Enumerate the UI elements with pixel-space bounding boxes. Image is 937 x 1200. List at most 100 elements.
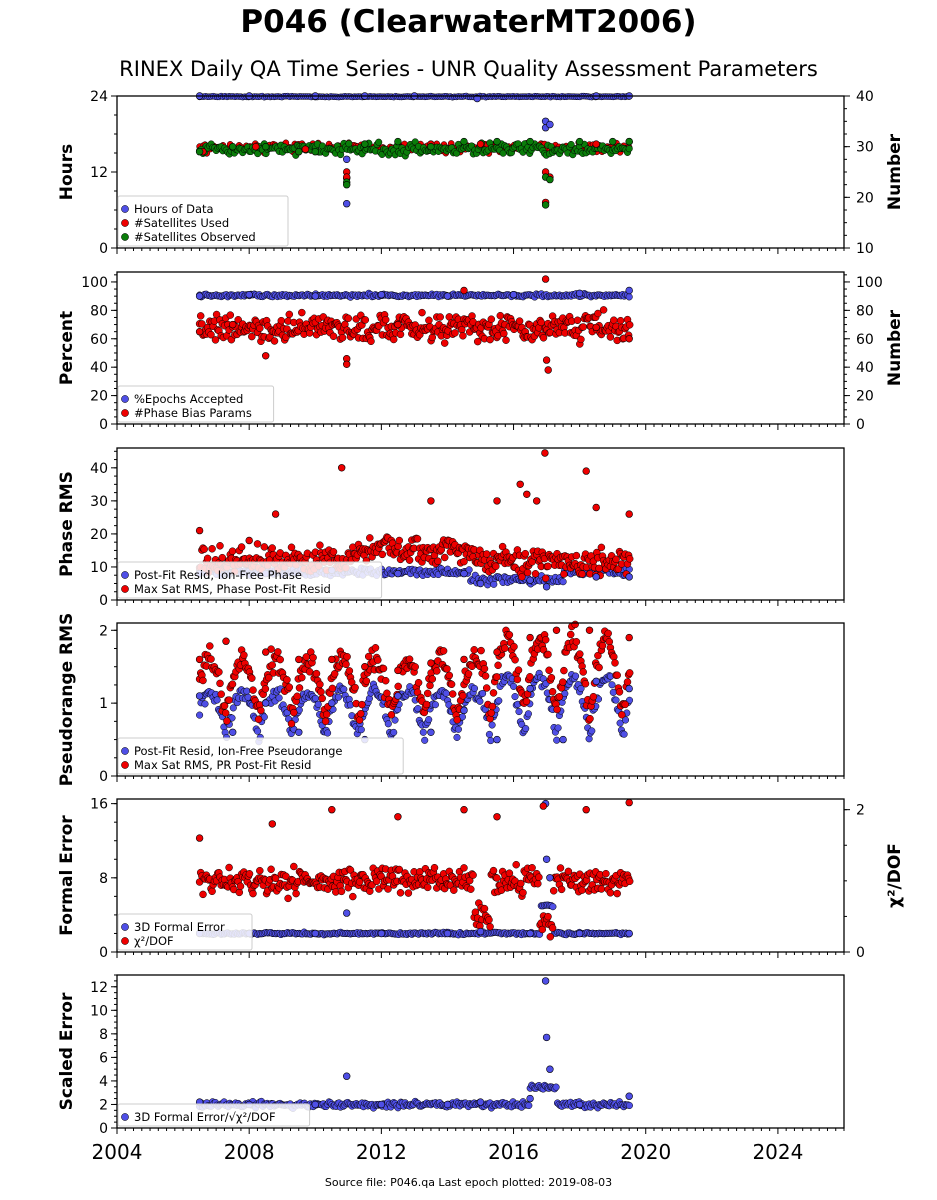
- data-point: [625, 510, 633, 518]
- data-point: [592, 573, 600, 581]
- data-point: [541, 449, 549, 457]
- dense-point: [404, 889, 413, 897]
- dense-point: [362, 677, 371, 685]
- dense-point: [493, 673, 501, 681]
- y-tick-label: 4: [99, 1074, 108, 1090]
- y-axis-label: Scaled Error: [57, 992, 77, 1110]
- dense-point: [495, 697, 503, 705]
- data-point: [377, 1100, 386, 1109]
- dense-point: [547, 673, 556, 682]
- dense-point: [589, 692, 598, 701]
- dense-point: [314, 700, 322, 708]
- y-tick-label: 2: [99, 1097, 108, 1113]
- series-2: [195, 798, 633, 842]
- dense-point: [615, 688, 624, 696]
- dense-point: [610, 653, 618, 661]
- dense-point: [321, 717, 330, 726]
- legend-label: Max Sat RMS, PR Post-Fit Resid: [134, 758, 311, 772]
- data-point: [328, 655, 336, 664]
- dense-point: [256, 324, 264, 333]
- dense-point: [606, 333, 615, 341]
- data-point: [541, 275, 550, 283]
- dense-point: [295, 684, 304, 692]
- dense-point: [287, 543, 296, 552]
- data-point: [552, 626, 561, 634]
- dense-point: [521, 549, 530, 558]
- dense-point: [517, 879, 525, 888]
- dense-point: [482, 684, 491, 692]
- dense-point: [200, 545, 208, 553]
- dense-point: [598, 641, 607, 650]
- dense-point: [384, 720, 392, 728]
- dense-point: [206, 642, 214, 650]
- dense-point: [245, 870, 254, 878]
- data-point: [625, 573, 633, 581]
- data-point: [592, 677, 600, 685]
- y-tick-label: 10: [90, 1003, 108, 1019]
- dense-point: [625, 321, 634, 329]
- series-1: [195, 977, 633, 1109]
- dense-point: [396, 889, 405, 897]
- dense-point: [287, 719, 296, 728]
- y2-tick-label: 30: [856, 140, 874, 156]
- legend-label: Hours of Data: [134, 202, 214, 216]
- dense-point: [611, 659, 619, 667]
- data-point: [625, 633, 633, 642]
- dense-point: [196, 711, 204, 719]
- data-point: [252, 143, 260, 151]
- dense-point: [357, 709, 365, 718]
- y-tick-label: 24: [90, 89, 108, 105]
- data-point: [338, 464, 346, 472]
- y2-tick-label: 20: [856, 389, 874, 405]
- x-tick-label: 2016: [488, 1140, 539, 1164]
- data-point: [625, 798, 633, 807]
- dense-point: [524, 710, 532, 718]
- dense-point: [531, 570, 540, 578]
- dense-point: [459, 692, 467, 700]
- dense-point: [254, 727, 262, 735]
- data-point: [195, 834, 204, 842]
- data-point: [625, 684, 633, 693]
- x-tick-labels: 2004 2008 2012 2016 2020 2024: [92, 1140, 804, 1164]
- dense-point: [405, 556, 414, 564]
- dense-point: [621, 700, 629, 709]
- y-tick-label: 0: [99, 945, 108, 961]
- dense-point: [451, 329, 459, 337]
- dense-point: [228, 547, 237, 555]
- dense-point: [453, 733, 461, 741]
- data-point: [222, 637, 230, 645]
- dense-point: [361, 316, 370, 324]
- dense-point: [254, 715, 263, 724]
- dense-point: [625, 877, 634, 886]
- dense-point: [481, 672, 490, 680]
- y-axis-right: 10 20 30 40 Number: [844, 89, 905, 257]
- data-point: [493, 137, 501, 146]
- data-point: [460, 706, 468, 715]
- y-tick-label: 12: [90, 165, 108, 181]
- dense-point: [549, 903, 557, 911]
- dense-point: [240, 651, 248, 659]
- dense-point: [573, 316, 582, 325]
- dense-point: [511, 656, 519, 664]
- dense-point: [534, 879, 542, 888]
- dense-point: [585, 735, 593, 743]
- dense-point: [275, 694, 283, 702]
- data-point: [523, 490, 531, 498]
- y2-tick-label: 80: [856, 303, 874, 319]
- data-point: [229, 728, 237, 736]
- data-point: [544, 366, 552, 374]
- y-tick-label: 0: [99, 593, 108, 609]
- dense-point: [556, 864, 565, 872]
- data-point: [394, 569, 402, 578]
- data-point: [343, 200, 351, 208]
- legend-marker: [121, 409, 129, 417]
- dense-point: [208, 887, 216, 896]
- dense-point: [235, 888, 244, 897]
- data-point: [328, 699, 336, 707]
- dense-point: [464, 670, 473, 678]
- dense-point: [467, 885, 475, 893]
- y-axis-label: Percent: [57, 311, 77, 385]
- dense-point: [440, 553, 449, 562]
- dense-point: [290, 708, 298, 717]
